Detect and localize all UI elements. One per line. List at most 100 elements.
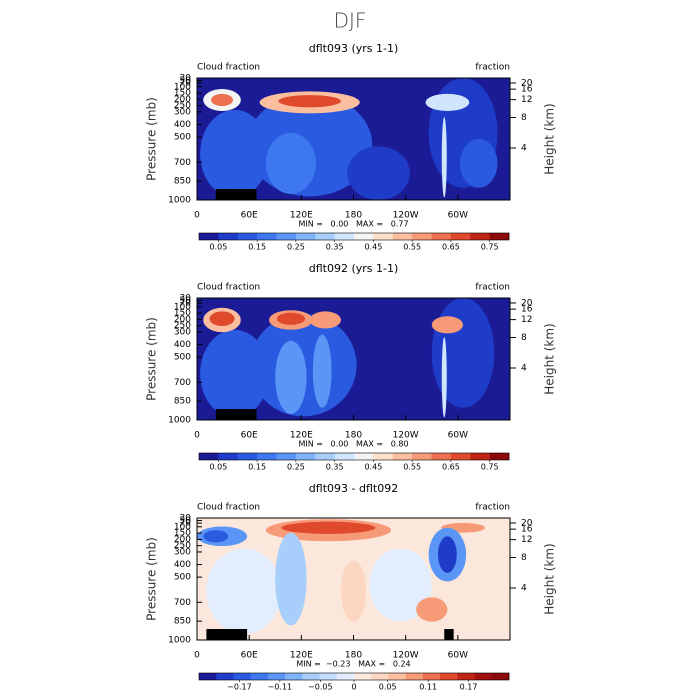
y-tick-label: 700 xyxy=(174,158,191,168)
colorbar-box xyxy=(233,673,251,680)
field-region xyxy=(276,312,305,325)
colorbar-box xyxy=(405,673,424,680)
y-tick-label: 1000 xyxy=(168,196,191,206)
field-region xyxy=(438,536,457,573)
terrain xyxy=(215,629,248,640)
terrain xyxy=(215,409,232,420)
y-tick-label: 500 xyxy=(174,133,191,143)
field-region xyxy=(441,337,447,418)
y-tick-label: 30 xyxy=(180,74,192,84)
y-tick-label: 300 xyxy=(174,327,191,337)
y-tick-label: 400 xyxy=(174,340,191,350)
colorbar-box xyxy=(450,453,471,460)
x-tick-label: 60W xyxy=(448,651,468,661)
field-region xyxy=(347,146,410,200)
y-tick-label: 700 xyxy=(174,598,191,608)
y-tick-label: 250 xyxy=(174,321,191,331)
colorbar-box xyxy=(302,673,320,680)
y2-tick-label: 8 xyxy=(521,333,527,343)
colorbar-label: 0.65 xyxy=(442,243,460,252)
colorbar-box xyxy=(218,453,239,460)
colorbar-box xyxy=(257,453,277,460)
colorbar-box xyxy=(457,673,475,680)
contour-field xyxy=(197,78,510,200)
x-tick-label: 0 xyxy=(194,431,200,441)
colorbar-box xyxy=(412,453,432,460)
x-tick-label: 0 xyxy=(194,651,200,661)
terrain xyxy=(225,409,257,420)
panel: dflt093 - dflt092 Cloud fraction fraction P… xyxy=(145,482,557,692)
colorbar-box xyxy=(257,233,277,240)
y-tick-label: 700 xyxy=(174,378,191,388)
colorbar-label: 0 xyxy=(351,683,356,692)
y-tick-label: 200 xyxy=(174,535,191,545)
colorbar-box xyxy=(315,453,335,460)
y2-tick-label: 16 xyxy=(521,305,533,315)
y2-tick-label: 4 xyxy=(521,364,527,374)
x-tick-label: 60E xyxy=(241,431,258,441)
stats: MIN = 0.00 MAX = 0.77 xyxy=(298,220,408,229)
colorbar-label: 0.35 xyxy=(326,243,344,252)
x-tick-label: 180 xyxy=(345,651,362,661)
x-tick-label: 120E xyxy=(290,431,313,441)
colorbar-box xyxy=(422,673,441,680)
y-tick-label: 500 xyxy=(174,573,191,583)
left-label: Cloud fraction xyxy=(197,283,260,293)
y2-tick-label: 16 xyxy=(521,85,533,95)
contour-field xyxy=(197,518,510,640)
colorbar-label: 0.55 xyxy=(403,243,421,252)
colorbar-label: 0.25 xyxy=(287,243,305,252)
y-axis-label: Pressure (mb) xyxy=(145,537,159,621)
colorbar-box xyxy=(474,673,493,680)
field-region xyxy=(431,298,495,408)
y-tick-label: 150 xyxy=(174,89,191,99)
panel: dflt093 (yrs 1-1) Cloud fraction fraction P… xyxy=(145,42,557,252)
y-tick-label: 100 xyxy=(174,82,191,92)
colorbar-label: −0.05 xyxy=(308,683,333,692)
terrain xyxy=(215,189,232,200)
colorbar-box xyxy=(199,673,217,680)
colorbar-label: 0.25 xyxy=(287,463,305,472)
y2-axis-label: Height (km) xyxy=(543,103,557,174)
colorbar-box xyxy=(218,233,239,240)
left-label: Cloud fraction xyxy=(197,503,260,513)
colorbar-label: 0.65 xyxy=(442,463,460,472)
colorbar-box xyxy=(354,673,372,680)
colorbar-box xyxy=(450,233,471,240)
colorbar-box xyxy=(470,453,490,460)
panel: dflt092 (yrs 1-1) Cloud fraction fraction P… xyxy=(145,262,557,472)
colorbar-box xyxy=(470,233,490,240)
colorbar-label: −0.11 xyxy=(268,683,293,692)
y2-tick-label: 20 xyxy=(521,298,533,308)
right-label: fraction xyxy=(475,503,510,513)
colorbar-box xyxy=(440,673,458,680)
x-tick-label: 180 xyxy=(345,211,362,221)
colorbar-box xyxy=(319,673,338,680)
colorbar-frame xyxy=(198,232,510,241)
colorbar-box xyxy=(489,453,510,460)
colorbar-box xyxy=(334,233,355,240)
colorbar-box xyxy=(237,233,258,240)
colorbar-box xyxy=(267,673,286,680)
colorbar-label: 0.55 xyxy=(403,463,421,472)
y2-tick-label: 12 xyxy=(521,535,532,545)
colorbar-box xyxy=(388,673,406,680)
y-tick-label: 500 xyxy=(174,353,191,363)
field-region xyxy=(431,316,464,334)
y2-tick-label: 20 xyxy=(521,518,533,528)
x-tick-label: 60W xyxy=(448,211,468,221)
colorbar-box xyxy=(489,233,510,240)
y-tick-label: 50 xyxy=(180,516,192,526)
y-tick-label: 850 xyxy=(174,177,191,187)
y2-tick-label: 8 xyxy=(521,113,527,123)
y2-tick-label: 20 xyxy=(521,78,533,88)
y-tick-label: 400 xyxy=(174,560,191,570)
colorbar-label: 0.75 xyxy=(481,463,499,472)
field-region xyxy=(441,117,447,198)
y2-axis-label: Height (km) xyxy=(543,543,557,614)
stats: MIN = −0.23 MAX = 0.24 xyxy=(296,660,410,669)
panel-title: dflt093 - dflt092 xyxy=(309,482,398,495)
field-region xyxy=(211,93,233,107)
terrain xyxy=(206,629,223,640)
